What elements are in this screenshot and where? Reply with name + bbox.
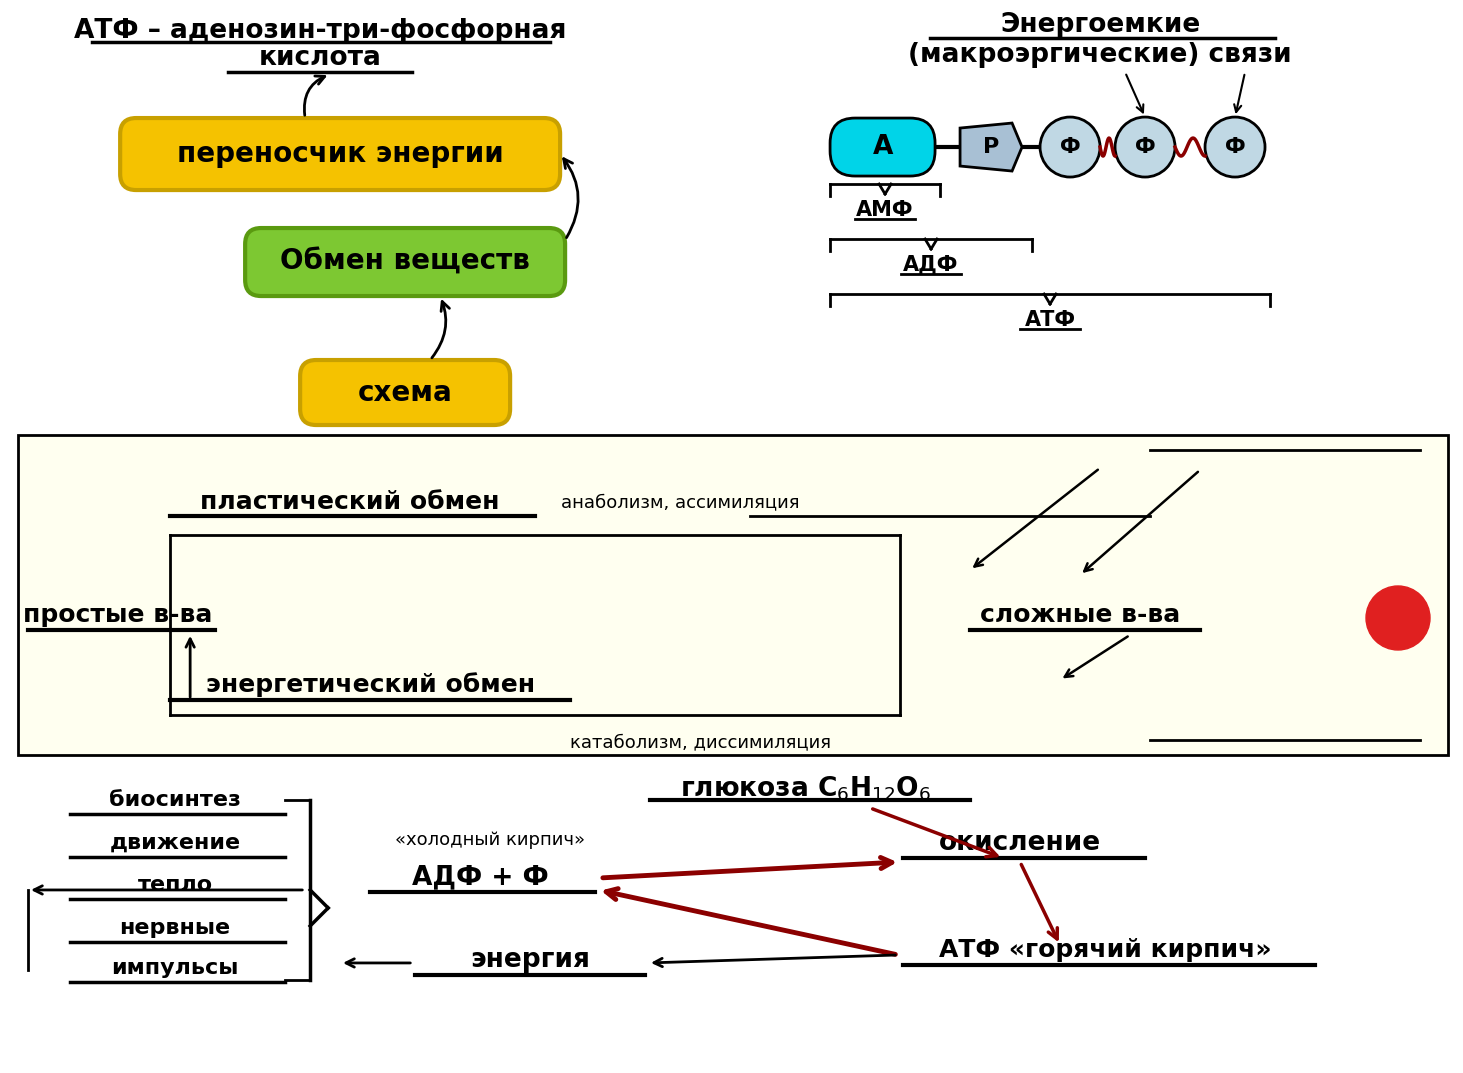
Text: А: А bbox=[872, 134, 892, 160]
Text: Ф: Ф bbox=[1059, 137, 1080, 157]
Text: (макроэргические) связи: (макроэргические) связи bbox=[909, 42, 1292, 68]
Polygon shape bbox=[960, 123, 1023, 171]
Text: АДФ: АДФ bbox=[903, 255, 958, 275]
Text: Энергоемкие: Энергоемкие bbox=[999, 12, 1200, 38]
FancyBboxPatch shape bbox=[830, 118, 935, 176]
Text: «холодный кирпич»: «холодный кирпич» bbox=[395, 831, 585, 849]
Text: АТФ: АТФ bbox=[1024, 310, 1075, 330]
Circle shape bbox=[1040, 117, 1100, 177]
Text: глюкоза С$_6$H$_{12}$O$_6$: глюкоза С$_6$H$_{12}$O$_6$ bbox=[679, 775, 930, 804]
Text: АДФ + Ф: АДФ + Ф bbox=[411, 864, 549, 890]
Text: энергия: энергия bbox=[470, 947, 590, 973]
FancyBboxPatch shape bbox=[246, 229, 565, 296]
FancyBboxPatch shape bbox=[300, 361, 511, 425]
Circle shape bbox=[1366, 586, 1429, 650]
Text: импульсы: импульсы bbox=[111, 958, 238, 978]
Text: Р: Р bbox=[983, 137, 999, 157]
Text: сложные в-ва: сложные в-ва bbox=[980, 603, 1181, 627]
Text: кислота: кислота bbox=[259, 45, 382, 71]
Text: катаболизм, диссимиляция: катаболизм, диссимиляция bbox=[569, 733, 831, 751]
Text: Обмен веществ: Обмен веществ bbox=[281, 248, 530, 276]
Text: АТФ «горячий кирпич»: АТФ «горячий кирпич» bbox=[939, 938, 1271, 962]
Text: биосинтез: биосинтез bbox=[110, 790, 241, 810]
FancyBboxPatch shape bbox=[120, 118, 560, 190]
Text: переносчик энергии: переносчик энергии bbox=[177, 141, 503, 168]
Text: энергетический обмен: энергетический обмен bbox=[206, 673, 534, 697]
Text: пластический обмен: пластический обмен bbox=[200, 490, 500, 514]
Text: Ф: Ф bbox=[1135, 137, 1156, 157]
Text: анаболизм, ассимиляция: анаболизм, ассимиляция bbox=[560, 493, 799, 511]
Text: схема: схема bbox=[358, 379, 452, 407]
Text: АТФ – аденозин-три-фосфорная: АТФ – аденозин-три-фосфорная bbox=[75, 18, 566, 44]
Text: окисление: окисление bbox=[939, 829, 1102, 856]
Text: движение: движение bbox=[110, 833, 241, 853]
Circle shape bbox=[1115, 117, 1175, 177]
Text: тепло: тепло bbox=[138, 874, 212, 895]
Circle shape bbox=[1206, 117, 1265, 177]
FancyBboxPatch shape bbox=[18, 435, 1448, 755]
Text: Ф: Ф bbox=[1225, 137, 1245, 157]
Text: нервные: нервные bbox=[120, 918, 231, 938]
Text: АМФ: АМФ bbox=[856, 200, 914, 220]
Text: простые в-ва: простые в-ва bbox=[23, 603, 212, 627]
